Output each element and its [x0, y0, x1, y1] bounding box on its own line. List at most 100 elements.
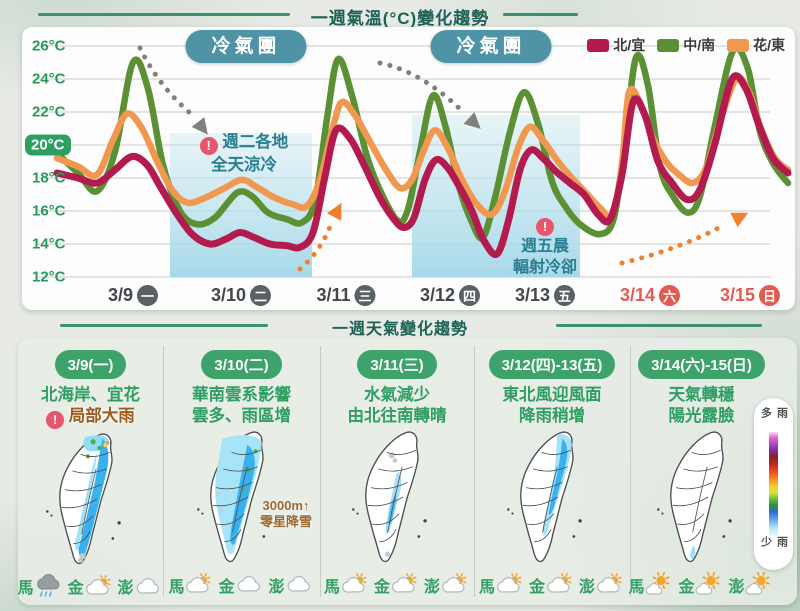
cloud-icon: [287, 575, 310, 592]
card-date-pill: 3/10(二): [201, 350, 282, 379]
taiwan-map: [507, 431, 582, 563]
x-label-3/15: 3/15 日: [720, 285, 781, 306]
island-forecast-澎: 澎: [424, 572, 470, 597]
legend-item: 中/南: [657, 35, 715, 55]
card-headline-1: 天氣轉穩: [668, 386, 735, 404]
series-北/宜: [53, 72, 792, 258]
x-label-3/13: 3/13 五: [515, 285, 576, 306]
sunny-icon: [645, 572, 670, 595]
x-label-3/11: 3/11 三: [316, 285, 376, 306]
taiwan-precipitation-map: [39, 431, 143, 574]
offshore-islands-forecast: 馬金澎: [17, 573, 163, 599]
legend-swatch: [657, 38, 680, 52]
scale-label-more-rain: 雨多: [759, 407, 788, 420]
weather-day-card: 3/10(二) 華南雲系影響 雲多、雨區增 馬金澎 3000m↑ 零星降雪: [163, 338, 320, 605]
weekday-circle: 五: [554, 285, 576, 306]
taiwan-precipitation-map: [345, 429, 449, 572]
card-headline-2: 降雨稍增: [519, 407, 585, 425]
weekday-circle: 一: [137, 285, 159, 306]
alert-icon: !: [199, 136, 218, 155]
legend-item: 花/東: [727, 35, 785, 55]
weather-day-card: 3/9(一) 北海岸、宜花 ! 局部大雨 馬金澎: [17, 338, 163, 605]
card-divider: [320, 346, 321, 597]
card-divider: [630, 346, 631, 597]
legend-item: 北/宜: [587, 35, 645, 55]
taiwan-precipitation-map: [500, 429, 604, 572]
partly-sunny-icon: [85, 574, 110, 595]
partly-sunny-icon: [392, 573, 417, 593]
rain-cloud-icon: [36, 573, 59, 597]
alert-icon: !: [536, 217, 554, 236]
weather-title-rule-left: [60, 324, 268, 327]
card-date-pill: 3/14(六)-15(日): [638, 350, 765, 379]
weather-day-card: 3/14(六)-15(日) 天氣轉穩 陽光露臉 馬金澎: [628, 338, 797, 605]
card-headline-2: ! 局部大雨: [46, 406, 135, 429]
island-forecast-馬: 馬: [628, 572, 674, 597]
card-divider: [163, 346, 164, 597]
weekday-circle: 日: [759, 285, 781, 306]
sunny-icon: [695, 572, 720, 595]
x-label-3/14: 3/14 六: [620, 285, 681, 306]
temperature-line-chart: [38, 44, 792, 278]
weekly-weather-panel: 雨多 雨少 3/9(一) 北海岸、宜花 ! 局部大雨 馬金澎 3/10(二) 華…: [17, 338, 797, 605]
island-forecast-澎: 澎: [729, 572, 775, 597]
cloud-icon: [237, 575, 260, 592]
taiwan-map: [352, 431, 427, 563]
island-forecast-金: 金: [374, 572, 420, 597]
alert-icon: !: [46, 410, 65, 429]
card-date-pill: 3/12(四)-13(五): [488, 350, 616, 379]
partly-sunny-icon: [442, 573, 467, 593]
weekday-circle: 四: [459, 285, 481, 306]
partly-sunny-icon: [597, 573, 622, 593]
card-headline-1: 東北風迎風面: [502, 386, 602, 404]
offshore-islands-forecast: 馬金澎: [628, 572, 774, 597]
x-label-3/10: 3/10 二: [211, 285, 272, 306]
cold-air-mass-badge-2: 冷氣團: [430, 30, 552, 63]
y-tick: 22°C: [32, 103, 66, 121]
temperature-chart-panel: 26°C 24°C 22°C 20°C 18°C 16°C 14°C 12°C 冷氣團 冷氣團…: [22, 27, 795, 310]
card-headline-1: 北海岸、宜花: [41, 386, 140, 404]
island-forecast-金: 金: [529, 572, 575, 597]
cloud-icon: [136, 577, 159, 594]
sunny-icon: [745, 572, 770, 595]
card-headline-2: 由北往南轉晴: [347, 407, 447, 425]
partly-sunny-icon: [186, 573, 211, 593]
weekday-circle: 三: [354, 285, 376, 306]
rain-scale-gradient-bar: [769, 432, 778, 536]
island-forecast-馬: 馬: [168, 572, 214, 597]
annotation-tuesday-cold: ! 週二各地 全天涼冷: [182, 132, 306, 176]
series-中/南: [53, 44, 792, 242]
temp-chart-title: 一週氣溫(°C)變化趨勢: [310, 9, 490, 28]
island-forecast-澎: 澎: [579, 572, 625, 597]
title-rule-left: [38, 13, 290, 16]
weather-day-card: 3/12(四)-13(五) 東北風迎風面 降雨稍增 馬金澎: [474, 338, 630, 605]
y-tick: 14°C: [32, 235, 66, 253]
taiwan-map: [656, 431, 732, 563]
card-headline-2: 陽光露臉: [668, 407, 735, 425]
cold-air-mass-badge-1: 冷氣團: [185, 30, 307, 63]
weekday-circle: 二: [250, 285, 272, 306]
y-tick: 24°C: [32, 70, 66, 88]
x-label-3/9: 3/9 一: [108, 285, 159, 306]
y-tick: 16°C: [32, 202, 66, 220]
island-forecast-金: 金: [218, 572, 264, 597]
title-rule-right: [503, 13, 578, 16]
card-date-pill: 3/11(三): [357, 350, 437, 379]
island-forecast-金: 金: [679, 572, 725, 597]
rain-amount-scale: 雨多 雨少: [754, 398, 793, 570]
series-花/東: [53, 74, 792, 221]
partly-sunny-icon: [497, 573, 522, 593]
taiwan-map: [45, 432, 121, 564]
y-tick: 26°C: [32, 37, 66, 55]
partly-sunny-icon: [547, 573, 572, 593]
weather-day-card: 3/11(三) 水氣減少 由北往南轉晴 馬金澎: [320, 338, 474, 605]
island-forecast-馬: 馬: [324, 572, 370, 597]
x-label-3/12: 3/12 四: [420, 285, 481, 306]
weekday-circle: 六: [659, 285, 681, 306]
island-forecast-金: 金: [68, 574, 114, 599]
card-headline-1: 水氣減少: [364, 386, 430, 404]
taiwan-precipitation-map: [650, 429, 754, 572]
taiwan-map: [196, 431, 272, 563]
chart-legend: 北/宜 中/南 花/東: [587, 35, 785, 55]
taiwan-precipitation-map: [190, 429, 294, 572]
